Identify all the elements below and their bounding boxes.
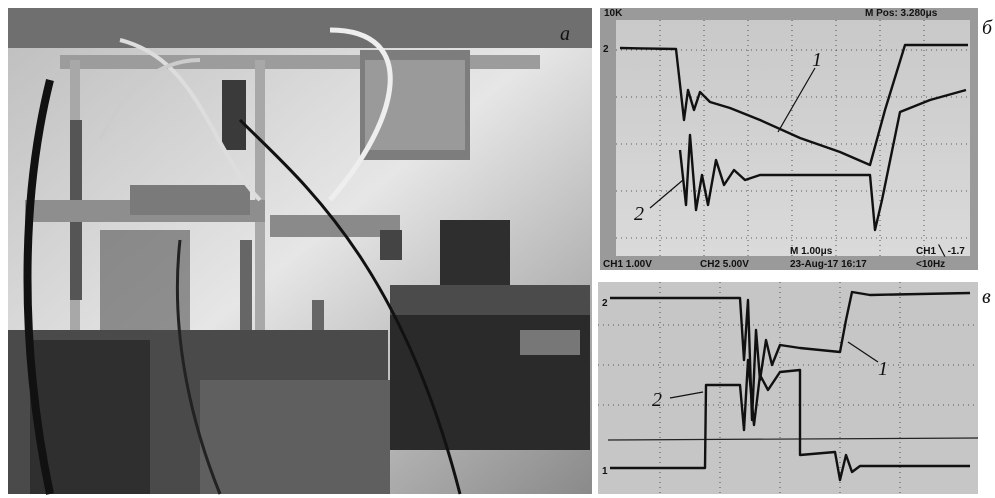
photo-setup-shape [520, 330, 580, 355]
trace-label: 2 [652, 389, 662, 411]
screen-text: CH1 1.00V [603, 259, 652, 270]
photo-setup-shape [8, 8, 592, 48]
screen-text: 10K [604, 8, 623, 19]
trace [610, 358, 970, 482]
oscilloscope-b-shape [649, 179, 684, 209]
oscilloscope-b: 1 2 2 10K M Pos: 3.280μs CH1 1.00V CH2 5… [600, 8, 993, 270]
trace [619, 43, 968, 167]
trace-label: 2 [634, 203, 644, 225]
photo-setup-shape [328, 27, 393, 202]
channel-marker: 1 [602, 466, 608, 477]
screen-text: M 1.00μs [790, 246, 833, 257]
oscilloscope-c-shape [847, 341, 879, 363]
photo-setup-shape [238, 118, 462, 495]
screen-text: CH2 5.00V [700, 259, 749, 270]
photo-setup-shape [119, 38, 262, 202]
channel-marker: 2 [602, 298, 608, 309]
oscilloscope-c-shape [598, 282, 978, 494]
trace [610, 290, 971, 422]
trace [678, 88, 967, 232]
screen-text: M Pos: 3.280μs [865, 8, 938, 19]
photo-setup-shape [130, 185, 250, 215]
panel-label: а [560, 23, 570, 45]
photo-setup-shape [175, 239, 222, 495]
panel-label: в [982, 286, 991, 308]
channel-marker: 2 [603, 44, 609, 55]
trace-label: 1 [812, 49, 822, 71]
oscilloscope-b-shape [616, 20, 970, 256]
trace-label: 1 [878, 358, 888, 380]
screen-text: 23-Aug-17 16:17 [790, 259, 867, 270]
photo-setup-shape [270, 215, 400, 237]
photo-setup-shape [30, 340, 150, 494]
photo-setup-shape [390, 285, 590, 315]
screen-text: <10Hz [916, 259, 945, 270]
oscilloscope-c-shape [669, 391, 704, 399]
photo-setup-shape [390, 290, 590, 450]
grid [616, 20, 970, 256]
photo-setup-shape [365, 60, 465, 150]
grid [598, 282, 978, 494]
photo-setup-shape [98, 58, 201, 141]
photo-setup-shape [380, 230, 402, 260]
screen-text: CH1 ╲ -1.7 [916, 244, 965, 257]
photo-setup-shape [23, 79, 54, 495]
oscilloscope-c-shape [607, 437, 979, 441]
photo-setup-shape [222, 80, 246, 150]
photo-setup: а [8, 8, 592, 495]
photo-setup-shape [100, 230, 190, 330]
panel-label: б [982, 17, 993, 39]
photo-setup-shape [200, 380, 390, 494]
oscilloscope-c: 1 2 2 1 в [598, 282, 991, 494]
photo-setup-shape [255, 60, 265, 330]
oscilloscope-b-shape [777, 67, 816, 133]
